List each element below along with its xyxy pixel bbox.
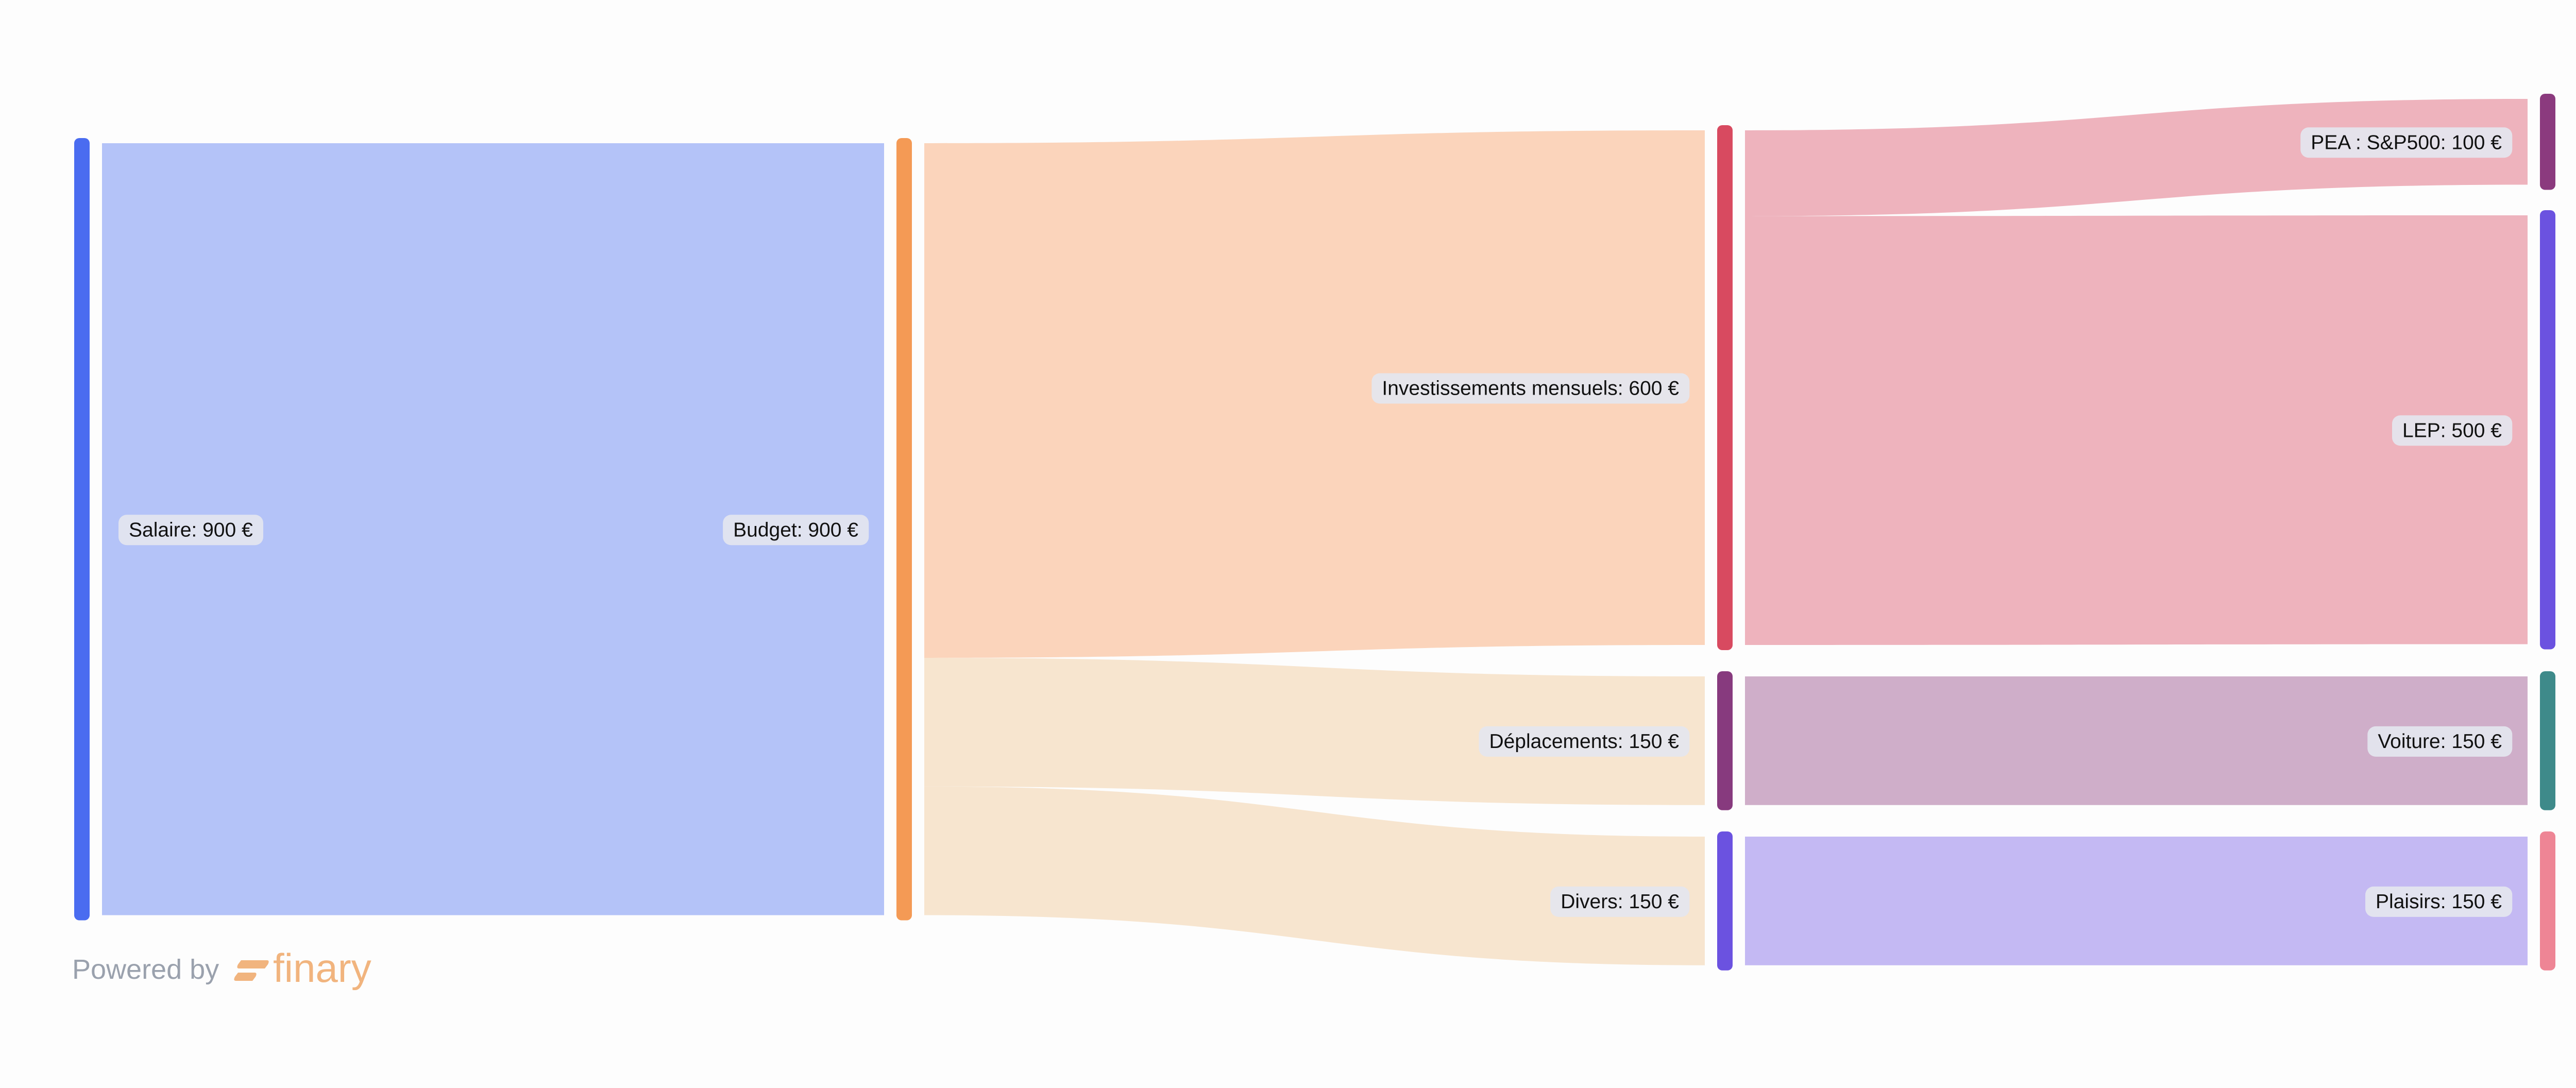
- node-lep[interactable]: [2540, 210, 2555, 650]
- node-salaire[interactable]: [74, 138, 90, 921]
- node-label-text: Budget: 900 €: [733, 519, 858, 541]
- node-voiture[interactable]: [2540, 671, 2555, 810]
- powered-by-text: Powered by: [72, 954, 219, 985]
- node-label-text: Voiture: 150 €: [2378, 730, 2502, 753]
- link-investissements-to-lep[interactable]: [1745, 215, 2528, 645]
- node-label-background: [2300, 127, 2513, 158]
- sankey-labels: Salaire: 900 € Budget: 900 € Investissemen…: [118, 127, 2513, 917]
- link-divers-to-plaisirs[interactable]: [1745, 837, 2528, 965]
- node-deplacements[interactable]: [1717, 671, 1733, 810]
- node-label-background: [723, 515, 869, 546]
- node-label-text: Investissements mensuels: 600 €: [1382, 378, 1679, 400]
- node-label-voiture: Voiture: 150 €: [2367, 726, 2513, 757]
- node-pea[interactable]: [2540, 94, 2555, 190]
- node-label-text: Divers: 150 €: [1561, 891, 1679, 913]
- link-salaire-to-budget[interactable]: [102, 143, 884, 915]
- brand-name: finary: [273, 945, 371, 991]
- finary-logo-icon: [234, 960, 269, 981]
- link-budget-to-deplacements[interactable]: [924, 658, 1705, 805]
- node-label-deplacements: Déplacements: 150 €: [1479, 726, 1690, 757]
- node-label-text: Plaisirs: 150 €: [2376, 891, 2502, 913]
- node-label-budget: Budget: 900 €: [723, 515, 869, 546]
- powered-by-footer[interactable]: Powered by finary: [72, 945, 371, 991]
- node-label-background: [2365, 886, 2513, 917]
- sankey-links: [102, 99, 2528, 965]
- node-label-plaisirs: Plaisirs: 150 €: [2365, 886, 2513, 917]
- node-label-text: Salaire: 900 €: [129, 519, 253, 541]
- link-deplacements-to-voiture[interactable]: [1745, 676, 2528, 805]
- node-label-background: [2367, 726, 2513, 757]
- node-label-pea: PEA : S&P500: 100 €: [2300, 127, 2513, 158]
- node-label-background: [1479, 726, 1690, 757]
- node-label-divers: Divers: 150 €: [1550, 886, 1690, 917]
- node-label-text: LEP: 500 €: [2402, 419, 2502, 441]
- node-divers[interactable]: [1717, 831, 1733, 971]
- node-label-text: PEA : S&P500: 100 €: [2311, 131, 2502, 154]
- node-label-background: [118, 515, 263, 546]
- node-plaisirs[interactable]: [2540, 831, 2555, 971]
- sankey-nodes: [74, 94, 2555, 971]
- node-label-investissements: Investissements mensuels: 600 €: [1371, 373, 1690, 404]
- node-label-background: [1371, 373, 1690, 404]
- node-budget[interactable]: [896, 138, 912, 921]
- node-label-background: [2392, 415, 2513, 446]
- node-label-lep: LEP: 500 €: [2392, 415, 2513, 446]
- node-investissements[interactable]: [1717, 125, 1733, 650]
- link-budget-to-divers[interactable]: [924, 786, 1705, 965]
- link-budget-to-investissements[interactable]: [924, 130, 1705, 658]
- node-label-background: [1550, 886, 1690, 917]
- node-label-salaire: Salaire: 900 €: [118, 515, 263, 546]
- node-label-text: Déplacements: 150 €: [1489, 730, 1679, 753]
